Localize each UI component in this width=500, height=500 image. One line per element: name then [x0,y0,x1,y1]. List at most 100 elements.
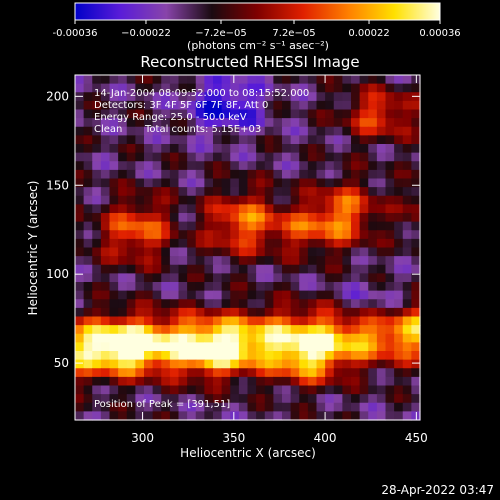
heatmap-cell [169,100,180,111]
heatmap-cell [100,135,111,145]
heatmap-cell [118,169,128,180]
heatmap-cell [152,342,162,352]
heatmap-cell [290,161,300,171]
heatmap-cell [230,351,240,361]
heatmap-cell [178,161,188,171]
heatmap-cell [169,307,180,318]
heatmap-cell [161,204,171,214]
heatmap-cell [394,290,404,300]
heatmap-cell [411,169,421,180]
heatmap-cell [238,178,249,188]
heatmap-cell [402,195,412,205]
heatmap-cell [402,126,412,136]
heatmap-cell [213,169,223,180]
heatmap-cell [169,195,180,205]
heatmap-cell [221,359,231,369]
heatmap-cell [307,333,318,343]
heatmap-cell [402,402,412,412]
heatmap-cell [342,213,352,223]
heatmap-cell [178,256,188,266]
heatmap-cell [169,230,180,240]
heatmap-cell [411,307,421,318]
heatmap-cell [307,238,318,249]
heatmap-cell [290,359,300,369]
heatmap-cell [333,351,343,361]
heatmap-cell [256,402,266,412]
heatmap-cell [204,135,214,145]
heatmap-cell [195,385,205,395]
heatmap-cell [307,247,318,257]
heatmap-cell [230,161,240,171]
heatmap-cell [178,333,188,343]
heatmap-cell [290,351,300,361]
heatmap-cell [402,161,412,171]
heatmap-cell [290,238,300,249]
heatmap-cell [213,126,223,136]
heatmap-cell [221,204,231,214]
heatmap-cell [333,213,343,223]
heatmap-cell [100,178,111,188]
heatmap-cell [247,247,257,257]
heatmap-cell [385,256,395,266]
heatmap-cell [351,238,361,249]
heatmap-cell [351,230,361,240]
heatmap-cell [264,376,274,387]
heatmap-cell [178,282,188,292]
heatmap-cell [316,230,326,240]
heatmap-cell [238,411,249,421]
heatmap-cell [100,100,111,111]
heatmap-cell [342,299,352,309]
heatmap-cell [316,126,326,136]
heatmap-cell [307,264,318,274]
heatmap-cell [368,178,378,188]
heatmap-cell [109,325,119,335]
heatmap-cell [204,316,214,326]
heatmap-cell [238,394,249,404]
heatmap-cell [230,75,240,85]
heatmap-cell [333,325,343,335]
heatmap-cell [273,333,283,343]
heatmap-cell [307,178,318,188]
heatmap-cell [325,126,335,136]
heatmap-cell [402,376,412,387]
heatmap-cell [411,273,421,283]
heatmap-cell [152,75,162,85]
heatmap-cell [402,230,412,240]
heatmap-cell [411,178,421,188]
heatmap-cell [187,342,197,352]
heatmap-cell [376,368,387,378]
heatmap-cell [273,161,283,171]
heatmap-cell [92,325,102,335]
heatmap-cell [187,402,197,412]
heatmap-cell [411,92,421,102]
heatmap-cell [342,411,352,421]
heatmap-cell [126,213,136,223]
heatmap-cell [264,92,274,102]
heatmap-cell [316,264,326,274]
heatmap-cell [247,342,257,352]
heatmap-cell [187,238,197,249]
heatmap-cell [264,204,274,214]
heatmap-cell [213,75,223,85]
heatmap-cell [135,195,145,205]
heatmap-cell [333,221,343,231]
heatmap-cell [187,351,197,361]
heatmap-cell [247,359,257,369]
heatmap-cell [83,316,93,326]
heatmap-cell [221,195,231,205]
heatmap-cell [385,178,395,188]
heatmap-cell [144,359,154,369]
heatmap-cell [402,169,412,180]
heatmap-cell [118,385,128,395]
heatmap-cell [351,126,361,136]
heatmap-cell [342,75,352,85]
heatmap-cell [169,376,180,387]
heatmap-cell [178,385,188,395]
heatmap-cell [394,368,404,378]
heatmap-cell [144,92,154,102]
heatmap-cell [316,411,326,421]
heatmap-cell [316,394,326,404]
heatmap-cell [264,161,274,171]
heatmap-cell [230,221,240,231]
